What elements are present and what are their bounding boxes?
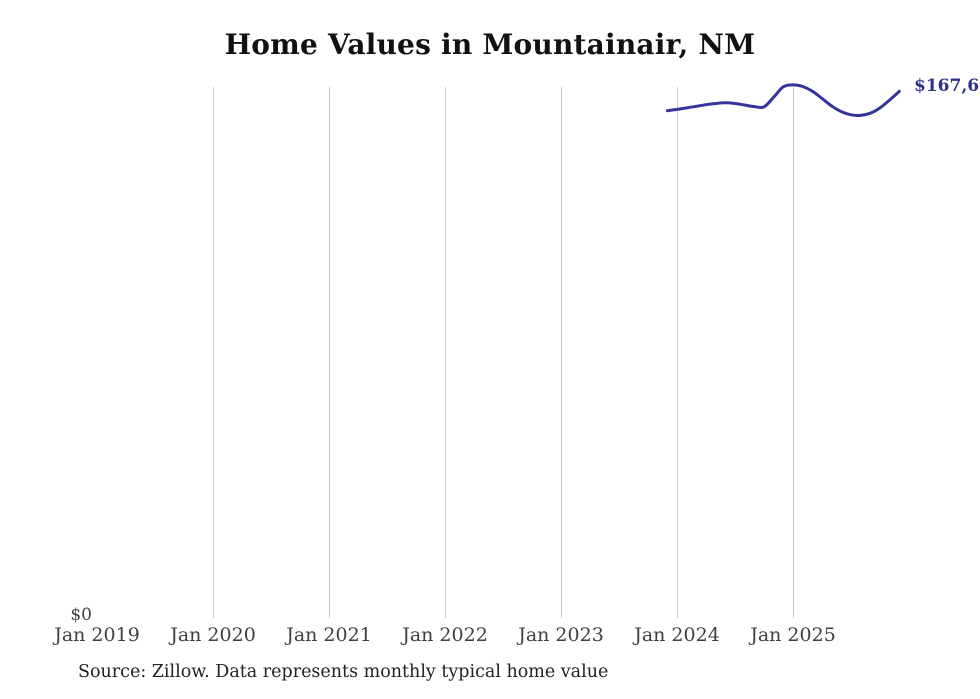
year-gridline bbox=[677, 87, 678, 618]
x-axis-tick-label: Jan 2021 bbox=[286, 624, 372, 646]
x-axis-tick-label: Jan 2019 bbox=[54, 624, 140, 646]
x-axis-tick-label: Jan 2024 bbox=[634, 624, 720, 646]
year-gridline bbox=[213, 87, 214, 618]
trend-line-path bbox=[665, 83, 901, 118]
x-axis-tick-label: Jan 2025 bbox=[750, 624, 836, 646]
chart-title: Home Values in Mountainair, NM bbox=[224, 28, 756, 61]
year-gridline bbox=[561, 87, 562, 618]
x-axis-tick-label: Jan 2020 bbox=[170, 624, 256, 646]
end-value-label: $167,653 bbox=[914, 76, 980, 96]
x-axis-tick-label: Jan 2022 bbox=[402, 624, 488, 646]
x-axis-tick-label: Jan 2023 bbox=[518, 624, 604, 646]
year-gridline bbox=[445, 87, 446, 618]
year-gridline bbox=[329, 87, 330, 618]
y-axis-zero-label: $0 bbox=[70, 605, 92, 625]
year-gridline bbox=[793, 87, 794, 618]
source-note: Source: Zillow. Data represents monthly … bbox=[78, 662, 609, 682]
